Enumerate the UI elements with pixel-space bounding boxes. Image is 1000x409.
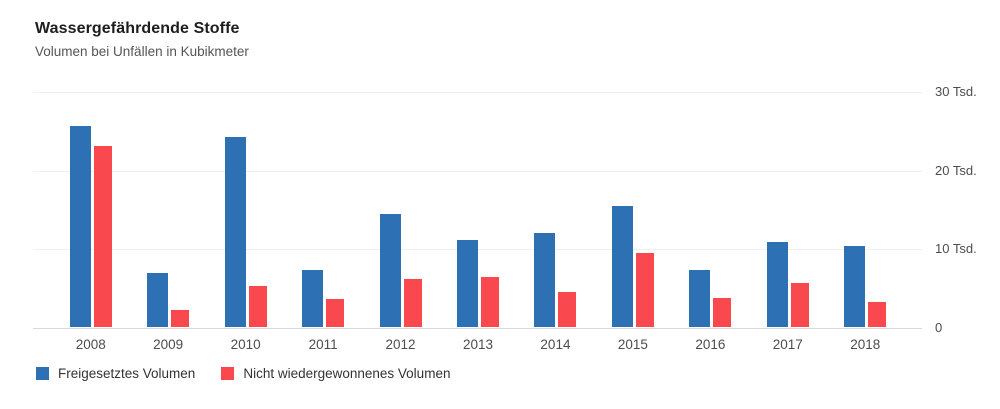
x-axis-label-2015: 2015 [617, 337, 648, 352]
legend: Freigesetztes Volumen Nicht wiedergewonne… [36, 366, 450, 381]
legend-item-nicht-wiedergewonnenes-volumen: Nicht wiedergewonnenes Volumen [221, 366, 450, 381]
y-axis-tick-label: 20 Tsd. [935, 163, 977, 178]
x-axis-label-2013: 2013 [462, 337, 494, 352]
gridline-30 [33, 92, 922, 93]
x-axis-label-2008: 2008 [75, 337, 106, 352]
x-axis: 2008 2009 2010 2011 2012 2013 2014 2015 2016 2017… [52, 337, 904, 352]
bar-nicht-wiedergewonnenes-volumen-2013 [480, 277, 499, 327]
bar-freigesetztes-volumen-2011 [302, 270, 324, 327]
gridline-20 [33, 171, 922, 172]
bar-nicht-wiedergewonnenes-volumen-2016 [713, 298, 732, 327]
bar-freigesetztes-volumen-2012 [379, 214, 401, 327]
bar-group-2014 [517, 92, 594, 327]
x-axis-label-2016: 2016 [695, 337, 726, 352]
x-axis-label-2017: 2017 [772, 337, 803, 352]
chart-subtitle: Volumen bei Unfällen in Kubikmeter [35, 44, 249, 59]
bar-group-2015 [594, 92, 671, 327]
bar-freigesetztes-volumen-2014 [534, 233, 556, 327]
bar-nicht-wiedergewonnenes-volumen-2014 [558, 292, 577, 327]
plot-area [33, 92, 922, 329]
bar-nicht-wiedergewonnenes-volumen-2012 [403, 279, 422, 327]
bar-group-2012 [362, 92, 439, 327]
legend-swatch-freigesetztes-volumen [36, 367, 49, 380]
bar-freigesetztes-volumen-2017 [766, 242, 788, 327]
x-axis-label-2010: 2010 [230, 337, 261, 352]
y-axis: 30 Tsd. 20 Tsd. 10 Tsd. 0 [935, 84, 997, 335]
bar-group-2016 [672, 92, 749, 327]
bar-freigesetztes-volumen-2018 [844, 246, 866, 327]
bar-freigesetztes-volumen-2008 [69, 126, 91, 327]
x-axis-label-2011: 2011 [308, 337, 338, 352]
legend-label: Freigesetztes Volumen [58, 366, 196, 381]
x-axis-label-2014: 2014 [540, 337, 571, 352]
bar-freigesetztes-volumen-2016 [689, 270, 711, 327]
y-axis-tick-label: 30 Tsd. [935, 84, 977, 99]
bar-group-2009 [129, 92, 206, 327]
y-axis-tick-label: 10 Tsd. [935, 241, 977, 256]
x-axis-label-2018: 2018 [850, 337, 881, 352]
bar-group-2017 [749, 92, 826, 327]
bar-freigesetztes-volumen-2010 [224, 137, 246, 327]
legend-label: Nicht wiedergewonnenes Volumen [243, 366, 451, 381]
bar-nicht-wiedergewonnenes-volumen-2017 [790, 283, 809, 327]
legend-swatch-nicht-wiedergewonnenes-volumen [221, 367, 235, 380]
bar-group-2011 [284, 92, 361, 327]
x-axis-label-2012: 2012 [385, 337, 416, 352]
bar-group-2018 [827, 92, 904, 327]
y-axis-tick-label: 0 [935, 320, 943, 335]
x-axis-label-2009: 2009 [153, 337, 184, 352]
bar-freigesetztes-volumen-2013 [456, 240, 478, 327]
bar-freigesetztes-volumen-2009 [147, 273, 169, 327]
bar-freigesetztes-volumen-2015 [611, 206, 633, 327]
bar-nicht-wiedergewonnenes-volumen-2018 [868, 302, 887, 327]
chart-title: Wassergefährdende Stoffe [35, 20, 240, 37]
bar-group-2008 [52, 92, 129, 327]
bar-nicht-wiedergewonnenes-volumen-2010 [248, 286, 267, 327]
bar-group-2010 [207, 92, 284, 327]
bar-nicht-wiedergewonnenes-volumen-2015 [635, 253, 654, 327]
bar-group-2013 [439, 92, 516, 327]
bar-nicht-wiedergewonnenes-volumen-2009 [171, 310, 190, 327]
legend-item-freigesetztes-volumen: Freigesetztes Volumen [36, 366, 195, 381]
bar-nicht-wiedergewonnenes-volumen-2008 [93, 146, 112, 327]
bar-groups [52, 92, 904, 327]
x-axis-baseline [33, 328, 922, 329]
bar-nicht-wiedergewonnenes-volumen-2011 [326, 299, 345, 327]
